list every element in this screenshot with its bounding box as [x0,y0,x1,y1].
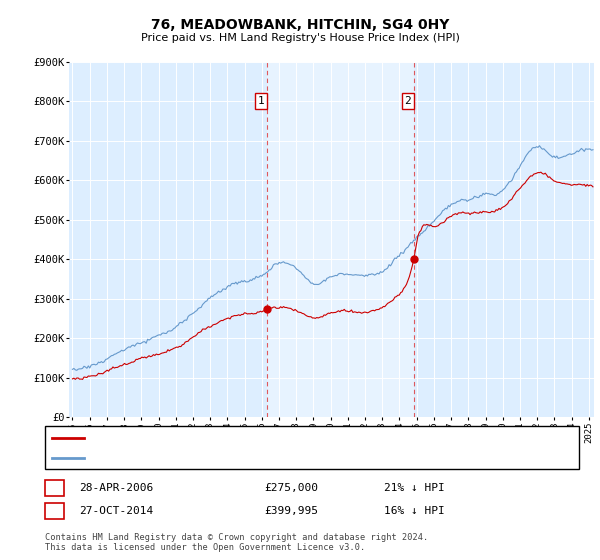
Text: £275,000: £275,000 [264,483,318,493]
Text: 76, MEADOWBANK, HITCHIN, SG4 0HY (detached house): 76, MEADOWBANK, HITCHIN, SG4 0HY (detach… [91,433,379,443]
Text: 76, MEADOWBANK, HITCHIN, SG4 0HY: 76, MEADOWBANK, HITCHIN, SG4 0HY [151,18,449,32]
Text: Price paid vs. HM Land Registry's House Price Index (HPI): Price paid vs. HM Land Registry's House … [140,33,460,43]
Text: 2: 2 [404,96,411,106]
Text: 2: 2 [51,506,58,516]
Text: 27-OCT-2014: 27-OCT-2014 [79,506,154,516]
Bar [267,62,414,417]
Text: 28-APR-2006: 28-APR-2006 [79,483,154,493]
Text: 16% ↓ HPI: 16% ↓ HPI [384,506,445,516]
Text: 1: 1 [51,483,58,493]
Text: This data is licensed under the Open Government Licence v3.0.: This data is licensed under the Open Gov… [45,543,365,552]
Text: 1: 1 [258,96,265,106]
Text: HPI: Average price, detached house, North Hertfordshire: HPI: Average price, detached house, Nort… [91,454,415,463]
Text: 21% ↓ HPI: 21% ↓ HPI [384,483,445,493]
Text: £399,995: £399,995 [264,506,318,516]
Bar [267,62,414,417]
Text: Contains HM Land Registry data © Crown copyright and database right 2024.: Contains HM Land Registry data © Crown c… [45,533,428,542]
